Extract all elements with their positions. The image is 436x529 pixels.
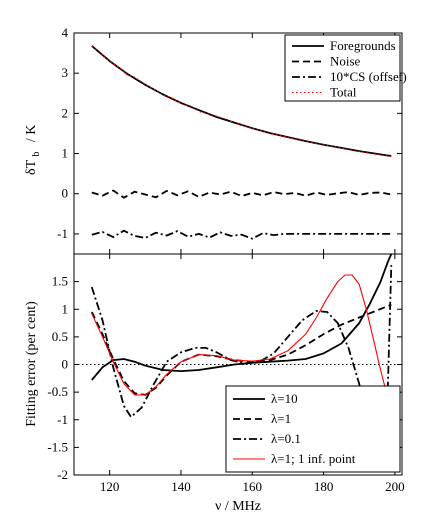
series-line--1-1-inf-point (91, 274, 392, 415)
y-tick-label: 4 (62, 25, 69, 40)
legend-label: Total (330, 85, 357, 100)
legend-label: λ=1 (271, 411, 291, 426)
legend-label: Foregrounds (330, 38, 396, 53)
x-tick-label: 160 (243, 479, 263, 494)
y-tick-label: -1 (57, 412, 68, 427)
y-tick-label: -0.5 (47, 384, 68, 399)
x-tick-label: 180 (314, 479, 334, 494)
y-tick-label: 3 (62, 65, 69, 80)
series-line--10 (91, 254, 393, 381)
legend-label: Noise (330, 54, 361, 69)
x-tick-label: 120 (100, 479, 120, 494)
legend-label: λ=10 (271, 391, 298, 406)
top-y-axis-label: δT b / K (24, 125, 43, 175)
bottom-x-axis-label: ν / MHz (215, 499, 261, 514)
bottom-y-axis-label: Fitting error (per cent) (24, 301, 39, 427)
y-tick-label: -2 (57, 467, 68, 482)
x-tick-label: 140 (171, 479, 191, 494)
y-tick-label: 0 (62, 186, 69, 201)
y-tick-label: 1.5 (52, 274, 68, 289)
y-tick-label: 0 (62, 357, 69, 372)
legend-label: λ=0.1 (271, 431, 301, 446)
y-tick-label: -1.5 (47, 439, 68, 454)
bottom-legend: λ=10 λ=1 λ=0.1 λ=1; 1 inf. point (225, 385, 401, 473)
y-tick-label: 0.5 (52, 329, 68, 344)
legend-label: 10*CS (offset) (330, 69, 407, 84)
series-line-total (91, 46, 392, 157)
bottom-panel: -2 -1.5 -1 -0.5 0 0.5 1 1.5 120 140 160 180 200 ν / … (24, 253, 405, 514)
bottom-legend-box (225, 385, 401, 473)
series-line-foregrounds (91, 45, 392, 157)
top-y-axis-label-main: δT b / K (24, 125, 43, 175)
series-line--1 (90, 303, 392, 396)
ylabel-unit: / K (24, 125, 39, 143)
top-series-group (91, 45, 392, 240)
bottom-axis-ticks: -2 -1.5 -1 -0.5 0 0.5 1 1.5 120 140 160 180 200 (47, 254, 405, 494)
y-tick-label: 1 (62, 301, 69, 316)
series-line-noise (91, 189, 392, 199)
ylabel-delta-t: δT (24, 159, 39, 175)
ylabel-subscript: b (31, 152, 42, 157)
y-tick-label: -1 (57, 226, 68, 241)
y-tick-label: 2 (62, 105, 69, 120)
legend-label: λ=1; 1 inf. point (271, 451, 356, 466)
x-tick-label: 200 (385, 479, 405, 494)
y-tick-label: 1 (62, 146, 69, 161)
series-line-10-cs-offset- (91, 229, 392, 240)
